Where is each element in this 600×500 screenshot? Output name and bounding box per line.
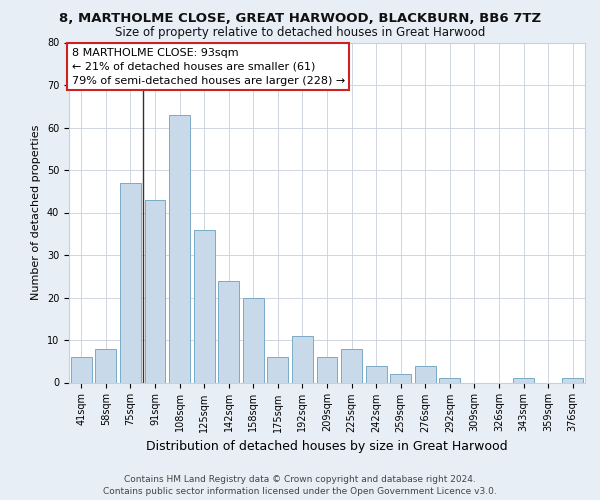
Bar xyxy=(390,374,411,382)
Bar xyxy=(218,280,239,382)
Y-axis label: Number of detached properties: Number of detached properties xyxy=(31,125,41,300)
Bar xyxy=(415,366,436,382)
Bar xyxy=(145,200,166,382)
Text: Size of property relative to detached houses in Great Harwood: Size of property relative to detached ho… xyxy=(115,26,485,39)
Bar xyxy=(95,348,116,382)
Bar xyxy=(341,348,362,382)
Bar xyxy=(194,230,215,382)
Bar xyxy=(243,298,264,382)
Bar xyxy=(439,378,460,382)
Bar xyxy=(513,378,534,382)
Bar xyxy=(169,115,190,382)
Bar xyxy=(268,357,289,382)
Bar xyxy=(292,336,313,382)
Bar xyxy=(365,366,386,382)
X-axis label: Distribution of detached houses by size in Great Harwood: Distribution of detached houses by size … xyxy=(146,440,508,453)
Bar xyxy=(71,357,92,382)
Bar xyxy=(317,357,337,382)
Text: Contains HM Land Registry data © Crown copyright and database right 2024.
Contai: Contains HM Land Registry data © Crown c… xyxy=(103,475,497,496)
Text: 8, MARTHOLME CLOSE, GREAT HARWOOD, BLACKBURN, BB6 7TZ: 8, MARTHOLME CLOSE, GREAT HARWOOD, BLACK… xyxy=(59,12,541,26)
Bar xyxy=(562,378,583,382)
Text: 8 MARTHOLME CLOSE: 93sqm
← 21% of detached houses are smaller (61)
79% of semi-d: 8 MARTHOLME CLOSE: 93sqm ← 21% of detach… xyxy=(71,48,345,86)
Bar xyxy=(120,182,141,382)
